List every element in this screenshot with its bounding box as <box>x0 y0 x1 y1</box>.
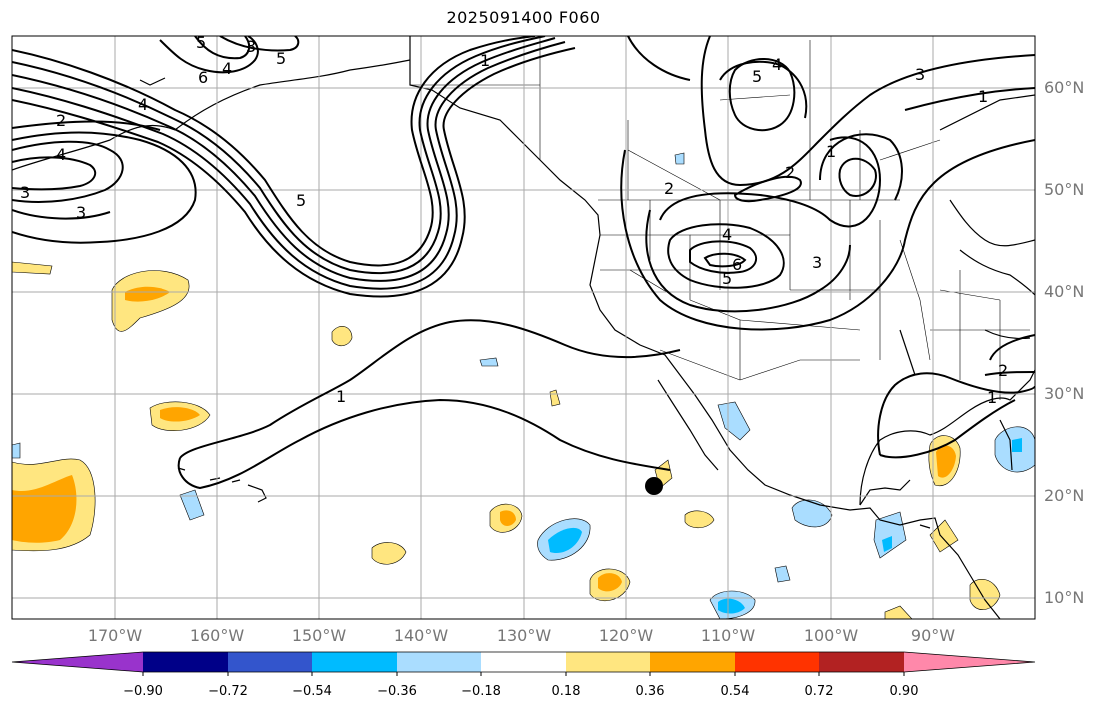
lon-label: 140°W <box>393 626 449 645</box>
contour-label: 3 <box>20 183 30 202</box>
colorbar-segment <box>397 652 481 672</box>
contour-label: 2 <box>998 361 1008 380</box>
negative-anomaly <box>674 152 685 165</box>
colorbar-tick-label: −0.72 <box>208 684 248 699</box>
contour-label: 2 <box>785 163 795 182</box>
contour-label: 3 <box>915 65 925 84</box>
negative-anomaly <box>718 598 745 614</box>
colorbar-segment <box>12 652 143 672</box>
map-title: 2025091400 F060 <box>446 8 601 27</box>
negative-anomaly <box>882 536 892 552</box>
lat-label: 30°N <box>1044 384 1085 403</box>
contour-label: 6 <box>198 68 208 87</box>
lat-label: 40°N <box>1044 282 1085 301</box>
contour-label: 1 <box>826 142 836 161</box>
colorbar-segment <box>735 652 819 672</box>
colorbar-tick-label: −0.18 <box>461 684 501 699</box>
colorbar-segment <box>228 652 312 672</box>
lon-label: 130°W <box>496 626 552 645</box>
map-frame <box>11 35 1036 620</box>
positive-anomaly <box>884 605 913 619</box>
positive-anomaly <box>929 519 959 553</box>
contour-label: 4 <box>222 59 232 78</box>
negative-anomaly <box>791 499 833 528</box>
contour-label: 1 <box>480 51 490 70</box>
colorbar-tick-label: 0.18 <box>551 684 581 699</box>
negative-anomaly <box>717 401 751 441</box>
colorbar-segment <box>481 652 566 672</box>
lon-label: 150°W <box>291 626 347 645</box>
colorbar-tick-label: 0.54 <box>720 684 750 699</box>
contour-label: 6 <box>732 255 742 274</box>
lon-label: 100°W <box>803 626 859 645</box>
contour-label: 3 <box>812 253 822 272</box>
contour-label: 5 <box>196 33 206 52</box>
contour-label: 2 <box>664 179 674 198</box>
colorbar-tick-label: −0.36 <box>377 684 417 699</box>
negative-anomaly <box>1012 438 1022 452</box>
contour-label: 4 <box>772 55 782 74</box>
positive-anomaly <box>371 542 407 565</box>
contour-label: 5 <box>296 191 306 210</box>
contour-label: 4 <box>138 95 148 114</box>
positive-anomaly <box>500 510 516 526</box>
negative-anomaly <box>873 511 907 559</box>
colorbar-segment <box>312 652 397 672</box>
storm-position-marker <box>645 477 663 495</box>
positive-anomaly <box>12 261 53 275</box>
positive-anomaly <box>125 286 170 302</box>
negative-anomaly <box>774 565 791 583</box>
contour-label: 1 <box>978 87 988 106</box>
colorbar-segment <box>143 652 228 672</box>
lon-label: 120°W <box>598 626 654 645</box>
positive-anomaly <box>598 573 622 592</box>
positive-anomaly <box>12 475 77 543</box>
state-borders <box>410 36 1030 400</box>
contour-label: 4 <box>56 145 66 164</box>
positive-anomaly <box>936 445 956 478</box>
lat-label: 60°N <box>1044 78 1085 97</box>
colorbar-tick-label: 0.90 <box>889 684 919 699</box>
positive-anomaly <box>331 326 353 347</box>
contour-label: 5 <box>276 49 286 68</box>
colorbar-tick-label: 0.72 <box>804 684 834 699</box>
contour-lines <box>12 36 1035 490</box>
contour-label: 2 <box>56 111 66 130</box>
contour-label: 1 <box>336 387 346 406</box>
negative-anomaly <box>179 489 205 521</box>
contour-label: 1 <box>987 388 997 407</box>
positive-anomaly <box>684 510 715 529</box>
contour-label: 5 <box>722 269 732 288</box>
lat-label: 10°N <box>1044 588 1085 607</box>
colorbar-segment <box>819 652 904 672</box>
negative-anomaly <box>548 527 582 554</box>
lat-label: 50°N <box>1044 180 1085 199</box>
contour-label: 3 <box>76 203 86 222</box>
coastlines <box>12 36 1035 619</box>
negative-anomaly <box>12 442 21 459</box>
lon-label: 110°W <box>700 626 756 645</box>
positive-anomaly <box>111 270 190 332</box>
colorbar-tick-label: −0.90 <box>123 684 163 699</box>
lat-label: 20°N <box>1044 486 1085 505</box>
colorbar-tick-label: −0.54 <box>292 684 332 699</box>
contour-label: 3 <box>246 37 256 56</box>
lon-label: 170°W <box>87 626 143 645</box>
colorbar-tick-label: 0.36 <box>635 684 665 699</box>
contour-label: 5 <box>752 67 762 86</box>
positive-anomaly <box>160 407 200 422</box>
colorbar-segment <box>566 652 650 672</box>
colorbar-segment <box>650 652 735 672</box>
contour-label-group: 3 3 4 5 6 4 2 4 3 5 1 1 5 4 3 1 2 2 4 5 … <box>20 33 1008 407</box>
colorbar-segment <box>904 652 1035 672</box>
negative-anomaly <box>479 357 499 367</box>
lon-label: 160°W <box>189 626 245 645</box>
lon-label: 90°W <box>910 626 956 645</box>
contour-label: 4 <box>722 225 732 244</box>
